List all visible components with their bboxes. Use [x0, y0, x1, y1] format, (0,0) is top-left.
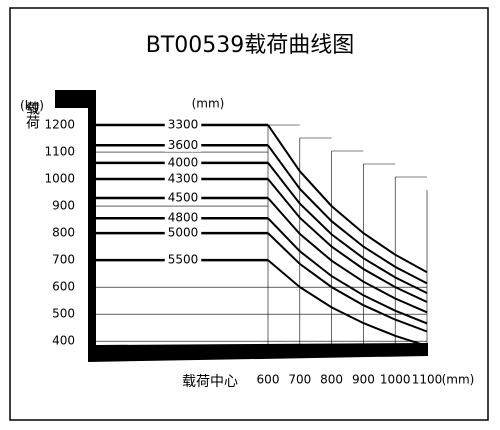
y-tick-label: 900 — [52, 199, 75, 213]
series-unit: (mm) — [192, 97, 225, 111]
x-tick-label: 1000 — [380, 373, 411, 387]
y-tick-label: 700 — [52, 253, 75, 267]
y-tick-label: 1200 — [44, 118, 75, 132]
y-unit: (kg) — [20, 99, 44, 113]
y-tick-label: 800 — [52, 226, 75, 240]
legend-bg — [164, 225, 202, 240]
legend-label: 4500 — [168, 190, 199, 204]
load-curve — [267, 232, 428, 333]
x-tick-label: 700 — [288, 373, 311, 387]
legend-label: 5000 — [168, 226, 199, 240]
legend-bg — [164, 210, 202, 225]
y-tick-label: 500 — [52, 307, 75, 321]
legend-bg — [164, 137, 202, 152]
legend-bg — [164, 171, 202, 186]
y-tick-label: 1000 — [44, 172, 75, 186]
load-curve — [267, 197, 428, 314]
load-curve — [267, 124, 428, 274]
load-curve — [267, 178, 428, 303]
y-tick-label: 1100 — [44, 145, 75, 159]
x-tick-label: 800 — [320, 373, 343, 387]
legend-bg — [164, 190, 202, 205]
load-curve — [267, 162, 428, 294]
legend-label: 3600 — [168, 138, 199, 152]
legend-bg — [164, 117, 202, 132]
load-curve — [267, 144, 428, 285]
chart-title: BT00539载荷曲线图 — [146, 33, 355, 58]
legend-label: 4300 — [168, 172, 199, 186]
x-tick-label: 600 — [257, 373, 280, 387]
legend-label: 4800 — [168, 211, 199, 225]
y-tick-label: 400 — [52, 334, 75, 348]
legend-label: 4000 — [168, 155, 199, 169]
legend-label: 5500 — [168, 253, 199, 267]
y-tick-label: 600 — [52, 280, 75, 294]
load-curve — [267, 259, 428, 348]
x-tick-label: 900 — [352, 373, 375, 387]
legend-bg — [164, 252, 202, 267]
x-tick-label: 1100 — [412, 373, 443, 387]
fork — [55, 90, 428, 362]
legend-bg — [164, 155, 202, 170]
legend-label: 3300 — [168, 118, 199, 132]
load-curve — [267, 217, 428, 325]
y-label: 载荷 — [24, 101, 40, 130]
x-unit: (mm) — [442, 373, 475, 387]
x-label: 载荷中心 — [182, 374, 238, 390]
